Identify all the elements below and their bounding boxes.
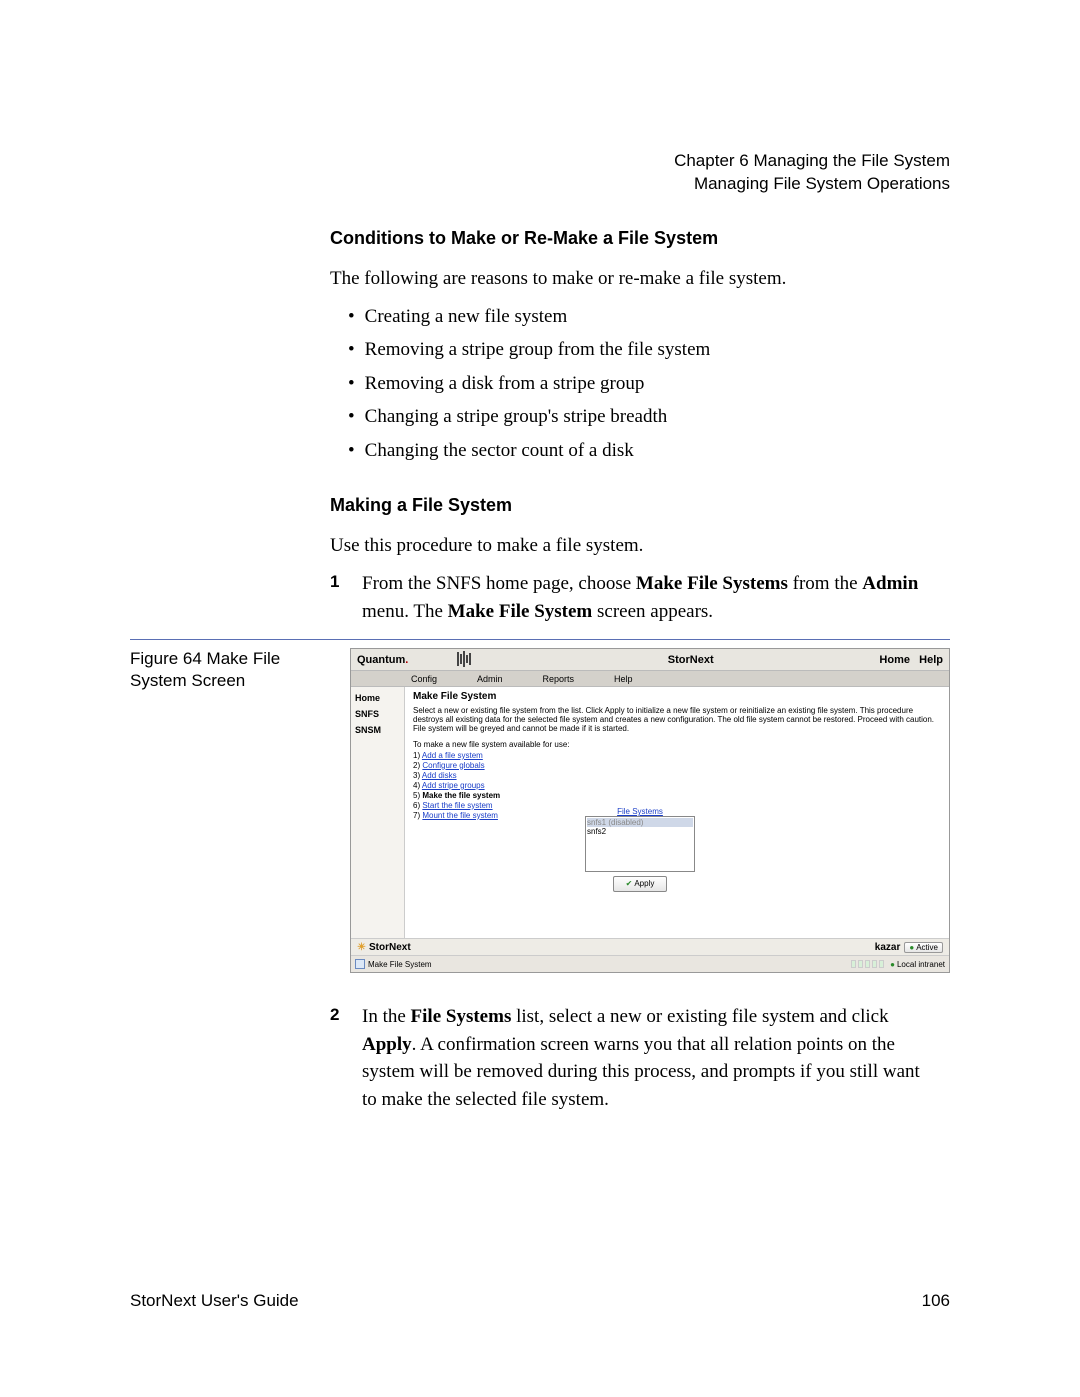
menu-reports[interactable]: Reports: [543, 674, 575, 684]
home-link[interactable]: Home: [879, 654, 910, 666]
list-item: Creating a new file system: [330, 303, 930, 331]
steps-label: To make a new file system available for …: [413, 740, 941, 749]
apply-button[interactable]: Apply: [613, 876, 667, 892]
app-footer-bar: ☀ StorNext kazar Active: [351, 938, 949, 956]
panel-title: Make File System: [413, 691, 941, 702]
step-link: Make the file system: [422, 791, 500, 800]
making-intro: Use this procedure to make a file system…: [330, 532, 930, 560]
browser-statusbar: Make File System Local intranet: [351, 956, 949, 972]
screenshot-make-file-system: Quantum. StorNext Home Help Config Admin…: [350, 648, 950, 973]
panel-description: Select a new or existing file system fro…: [413, 706, 941, 734]
figure-caption: Figure 64 Make File System Screen: [130, 648, 320, 692]
app-title: StorNext: [502, 654, 879, 666]
list-option[interactable]: snfs2: [587, 827, 693, 836]
step-item: 1 From the SNFS home page, choose Make F…: [330, 570, 930, 625]
heading-making: Making a File System: [330, 492, 930, 518]
heading-conditions: Conditions to Make or Re-Make a File Sys…: [330, 225, 930, 251]
menu-admin[interactable]: Admin: [477, 674, 503, 684]
list-item: Removing a disk from a stripe group: [330, 370, 930, 398]
step-link[interactable]: Start the file system: [422, 801, 492, 810]
footer-brand: StorNext: [369, 942, 411, 953]
sidebar-item-snsm[interactable]: SNSM: [355, 725, 400, 735]
file-systems-label: File Systems: [585, 807, 695, 816]
list-option[interactable]: snfs1 (disabled): [587, 818, 693, 827]
list-item: Changing the sector count of a disk: [330, 437, 930, 465]
brand-label: Quantum.: [357, 654, 457, 666]
sidebar-item-snfs[interactable]: SNFS: [355, 709, 400, 719]
active-status-pill: Active: [904, 942, 943, 953]
menu-config[interactable]: Config: [411, 674, 437, 684]
step-link[interactable]: Add disks: [422, 771, 457, 780]
sidebar-item-home[interactable]: Home: [355, 693, 400, 703]
page-icon: [355, 959, 365, 969]
conditions-intro: The following are reasons to make or re-…: [330, 265, 930, 293]
sidebar: Home SNFS SNSM: [351, 687, 405, 939]
main-panel: Make File System Select a new or existin…: [405, 687, 949, 939]
file-systems-listbox[interactable]: snfs1 (disabled) snfs2: [585, 816, 695, 872]
conditions-list: Creating a new file system Removing a st…: [330, 303, 930, 465]
step-link[interactable]: Configure globals: [422, 761, 484, 770]
progress-ticks-icon: [851, 960, 884, 968]
help-link[interactable]: Help: [919, 654, 943, 666]
list-item: Changing a stripe group's stripe breadth: [330, 403, 930, 431]
brand-logo-icon: [457, 651, 502, 669]
host-label: kazar: [875, 942, 901, 953]
footer-page-number: 106: [922, 1291, 950, 1311]
step-link[interactable]: Add stripe groups: [422, 781, 485, 790]
menu-help[interactable]: Help: [614, 674, 633, 684]
zone-label: Local intranet: [890, 960, 945, 969]
step-link[interactable]: Add a file system: [422, 751, 483, 760]
list-item: Removing a stripe group from the file sy…: [330, 336, 930, 364]
menubar: Config Admin Reports Help: [351, 671, 949, 687]
footer-guide-title: StorNext User's Guide: [130, 1291, 299, 1311]
step-link[interactable]: Mount the file system: [422, 811, 498, 820]
step-item: 2 In the File Systems list, select a new…: [330, 1003, 930, 1113]
sun-icon: ☀: [357, 942, 366, 953]
app-titlebar: Quantum. StorNext Home Help: [351, 649, 949, 671]
status-page-title: Make File System: [368, 960, 432, 969]
section-label: Managing File System Operations: [674, 173, 950, 196]
page-header: Chapter 6 Managing the File System Manag…: [674, 150, 950, 196]
chapter-label: Chapter 6 Managing the File System: [674, 150, 950, 173]
